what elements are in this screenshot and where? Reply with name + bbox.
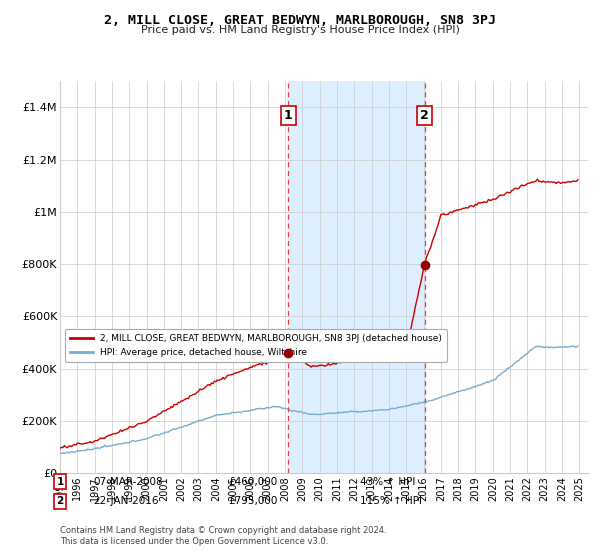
- Legend: 2, MILL CLOSE, GREAT BEDWYN, MARLBOROUGH, SN8 3PJ (detached house), HPI: Average: 2, MILL CLOSE, GREAT BEDWYN, MARLBOROUGH…: [65, 329, 447, 362]
- Text: 2: 2: [56, 496, 64, 506]
- Bar: [288, 81, 425, 473]
- Text: 115% ↑ HPI: 115% ↑ HPI: [360, 496, 422, 506]
- Text: Price paid vs. HM Land Registry's House Price Index (HPI): Price paid vs. HM Land Registry's House …: [140, 25, 460, 35]
- Text: Contains HM Land Registry data © Crown copyright and database right 2024.
This d: Contains HM Land Registry data © Crown c…: [60, 526, 386, 546]
- Text: 1: 1: [56, 477, 64, 487]
- Text: £795,000: £795,000: [228, 496, 277, 506]
- Text: 43% ↑ HPI: 43% ↑ HPI: [360, 477, 415, 487]
- Text: 2, MILL CLOSE, GREAT BEDWYN, MARLBOROUGH, SN8 3PJ: 2, MILL CLOSE, GREAT BEDWYN, MARLBOROUGH…: [104, 14, 496, 27]
- Text: £460,000: £460,000: [228, 477, 277, 487]
- Text: 22-JAN-2016: 22-JAN-2016: [93, 496, 158, 506]
- Text: 2: 2: [420, 109, 429, 122]
- Text: 1: 1: [284, 109, 293, 122]
- Text: 07-MAR-2008: 07-MAR-2008: [93, 477, 163, 487]
